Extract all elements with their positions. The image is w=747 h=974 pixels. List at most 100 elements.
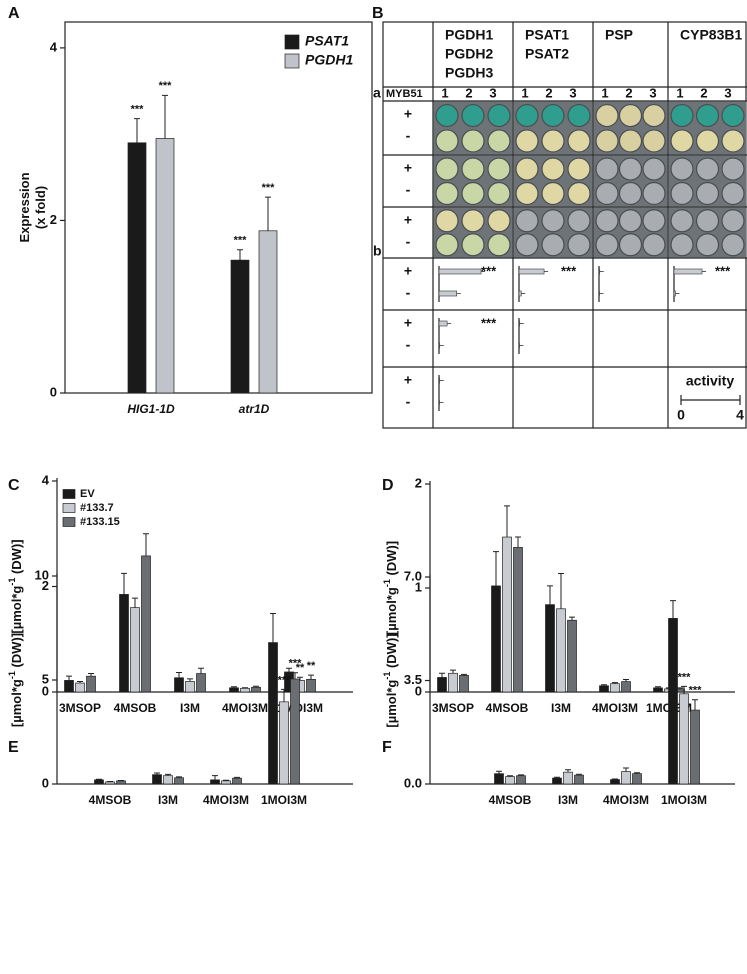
x-tick-label: I3M	[158, 793, 178, 807]
bar	[229, 687, 239, 693]
bar	[437, 677, 447, 693]
well	[642, 103, 666, 128]
well	[618, 129, 643, 153]
y-axis-label: Expression(x fold)	[17, 172, 48, 242]
well	[618, 233, 643, 257]
well	[595, 129, 619, 153]
well	[595, 209, 619, 233]
bar	[232, 777, 242, 785]
y-tick-label: 10	[35, 567, 49, 582]
well	[435, 233, 459, 257]
well	[435, 129, 459, 153]
well	[567, 209, 591, 233]
well	[642, 233, 666, 257]
panel-label: A	[8, 5, 20, 22]
bar	[552, 777, 562, 785]
activity-bar	[673, 290, 676, 297]
x-tick-label: 4MOI3M	[203, 793, 249, 807]
error-bar	[601, 684, 607, 686]
bar	[502, 536, 512, 693]
error-bar	[655, 686, 661, 688]
replicate-label: 3	[724, 85, 731, 100]
error-bar	[242, 687, 248, 689]
significance: ***	[131, 104, 145, 116]
well	[618, 103, 643, 128]
y-tick-label: 5	[42, 671, 49, 686]
y-tick-label: 0.0	[404, 775, 422, 790]
bar	[86, 675, 96, 693]
y-label-part: -1	[382, 579, 392, 587]
well	[541, 129, 565, 153]
replicate-label: 2	[465, 85, 472, 100]
bar	[75, 682, 85, 693]
well	[695, 209, 720, 233]
error-bar	[681, 685, 687, 694]
error-bar	[547, 585, 553, 605]
legend-label: PGDH1	[305, 52, 353, 68]
panel-label: E	[8, 739, 19, 756]
significance: ***	[289, 658, 303, 670]
y-tick-label: 0	[415, 683, 422, 698]
x-tick-label: I3M	[180, 701, 200, 715]
well	[487, 103, 511, 128]
bar	[545, 604, 555, 693]
x-tick-label: 4MOI3M	[222, 701, 268, 715]
activity-bar	[598, 268, 601, 275]
error-bar	[292, 672, 298, 679]
bar	[494, 773, 504, 785]
bar	[567, 619, 577, 693]
x-tick-label: 3MSOP	[59, 701, 101, 715]
y-label-part: [µmol*g	[384, 680, 399, 728]
error-bar	[132, 597, 138, 608]
bar	[459, 675, 469, 693]
well	[567, 181, 591, 206]
legend-swatch	[62, 503, 76, 513]
error-bar	[634, 772, 640, 774]
bar	[491, 585, 501, 693]
legend-label: EV	[80, 488, 95, 500]
bar	[185, 681, 195, 693]
bar	[251, 686, 261, 693]
well	[721, 129, 745, 153]
y-label-part: (DW)]	[384, 541, 399, 579]
error-bar	[507, 775, 513, 777]
bar	[668, 618, 678, 785]
y-tick-label: 0	[42, 775, 49, 790]
bar	[130, 607, 140, 693]
well	[435, 103, 459, 128]
replicate-label: 1	[601, 85, 608, 100]
error-bar	[670, 600, 676, 619]
bar	[679, 693, 689, 785]
bar	[163, 775, 173, 785]
bar	[152, 774, 162, 785]
error-bar	[612, 682, 618, 684]
well	[695, 157, 720, 181]
y-axis-label: [µmol*g-1 (DW)]	[382, 633, 399, 727]
scale-tick-label: 0	[677, 407, 685, 423]
bar	[621, 681, 631, 693]
x-tick-label: 4MOI3M	[603, 793, 649, 807]
error-bar	[281, 688, 287, 702]
y-label-part: [µmol*g	[9, 679, 24, 727]
y-axis-label: [µmol*g-1 (DW)]	[7, 633, 24, 727]
error-bar	[198, 667, 204, 674]
well	[595, 181, 619, 206]
well	[595, 233, 619, 257]
error-bar	[558, 572, 564, 609]
well	[595, 157, 619, 181]
activity-bar	[438, 320, 448, 327]
well	[618, 181, 643, 206]
well	[515, 209, 539, 233]
y-tick-label: 2	[415, 475, 422, 490]
sign-label: -	[406, 285, 411, 301]
well	[515, 233, 539, 257]
row-label: a	[373, 85, 381, 101]
significance: ***	[159, 80, 173, 92]
well	[642, 181, 666, 206]
y-tick-label: 4	[50, 39, 58, 54]
well	[541, 157, 565, 181]
gene-header: CYP83B1	[680, 27, 742, 43]
well	[435, 157, 459, 181]
bar	[513, 547, 523, 693]
significance: ***	[234, 235, 248, 247]
